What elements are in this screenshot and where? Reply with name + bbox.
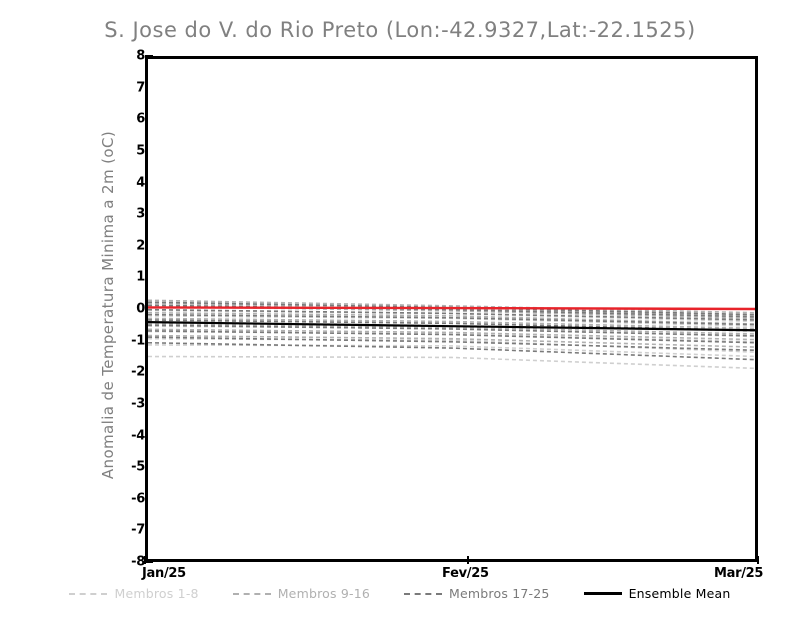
series-line xyxy=(148,329,755,339)
y-axis-tick-labels: 8 7 6 5 4 3 2 1 0 -1 -2 -3 -4 -5 -6 -7 -8 xyxy=(103,0,145,618)
reference-line xyxy=(148,307,755,309)
series-line xyxy=(148,325,755,336)
series-line xyxy=(148,345,755,357)
y-tick-label: -6 xyxy=(131,491,145,507)
legend-line-swatch xyxy=(69,592,108,595)
legend-label: Membros 17-25 xyxy=(449,586,550,601)
legend-item[interactable]: Ensemble Mean xyxy=(583,586,731,601)
legend-label: Ensemble Mean xyxy=(628,586,731,601)
series-line xyxy=(148,300,755,313)
y-tick-label: 8 xyxy=(136,48,145,64)
y-tick-label: 7 xyxy=(136,80,145,96)
plot-area xyxy=(145,56,758,562)
x-tick-mark xyxy=(467,556,470,564)
x-tick-mark xyxy=(144,556,146,564)
series-line xyxy=(148,331,755,343)
chart-legend: Membros 1-8 Membros 9-16 Membros 17-25 Ense… xyxy=(0,586,800,601)
x-tick-label: Jan/25 xyxy=(142,566,186,581)
x-tick-label: Fev/25 xyxy=(442,566,489,581)
legend-line-swatch xyxy=(583,592,622,595)
page-title: S. Jose do V. do Rio Preto (Lon:-42.9327… xyxy=(104,18,696,42)
series-line xyxy=(148,315,755,325)
x-tick-label: Mar/25 xyxy=(714,566,764,581)
y-tick-label: -4 xyxy=(131,428,145,443)
y-tick-label: -5 xyxy=(131,459,145,475)
y-tick-label: 0 xyxy=(136,301,145,317)
series-line xyxy=(148,337,755,350)
y-tick-label: -7 xyxy=(131,522,145,538)
y-tick-label: 2 xyxy=(136,238,145,254)
y-tick-label: -2 xyxy=(131,364,145,380)
y-tick-label: 6 xyxy=(136,111,145,127)
y-tick-label: -3 xyxy=(131,396,145,412)
y-tick-label: -8 xyxy=(131,554,145,570)
legend-item[interactable]: Membros 17-25 xyxy=(404,586,550,601)
y-tick-mark xyxy=(145,561,153,563)
series-line xyxy=(148,313,755,324)
legend-label: Membros 9-16 xyxy=(277,586,371,601)
series-line xyxy=(148,357,755,369)
y-tick-label: 4 xyxy=(136,175,145,190)
series-line xyxy=(148,322,755,330)
legend-item[interactable]: Membros 9-16 xyxy=(232,586,371,601)
series-line xyxy=(148,310,755,320)
series-line xyxy=(148,343,755,360)
legend-line-swatch xyxy=(404,592,443,595)
y-tick-label: 1 xyxy=(136,269,145,285)
legend-line-swatch xyxy=(232,592,271,595)
legend-item[interactable]: Membros 1-8 xyxy=(69,586,198,601)
series-line xyxy=(148,318,755,328)
y-tick-label: 5 xyxy=(136,143,145,159)
y-tick-label: -1 xyxy=(131,333,145,349)
x-tick-mark xyxy=(757,556,759,564)
ensemble-forecast-lines xyxy=(148,59,755,559)
legend-label: Membros 1-8 xyxy=(114,586,199,601)
y-tick-label: 3 xyxy=(136,206,145,222)
series-line xyxy=(148,336,755,348)
